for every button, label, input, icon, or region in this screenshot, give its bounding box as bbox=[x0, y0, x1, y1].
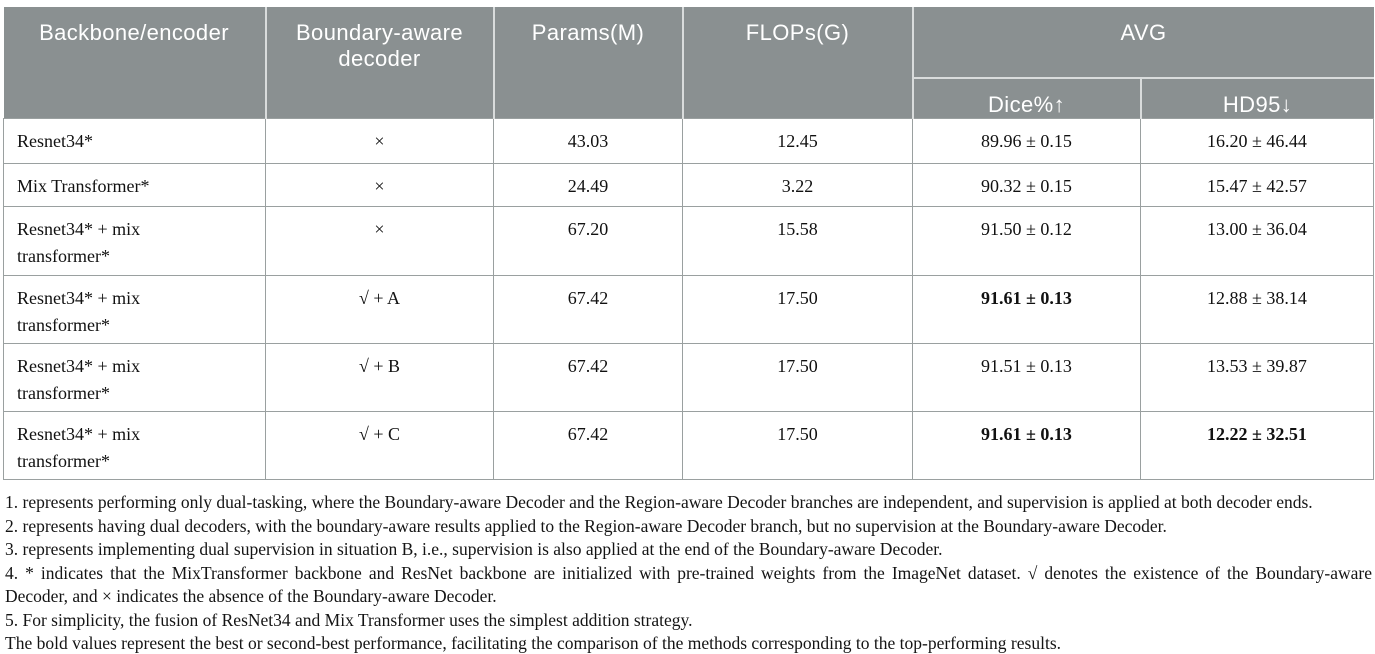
table-row: Mix Transformer* × 24.49 3.22 90.32 ± 0.… bbox=[3, 163, 1374, 207]
cell-params: 67.20 bbox=[493, 206, 683, 276]
ablation-table: Backbone/encoder Boundary-aware decoder … bbox=[3, 7, 1374, 480]
table-row: Resnet34* + mix transformer* √ + C 67.42… bbox=[3, 411, 1374, 480]
cell-decoder: × bbox=[265, 206, 494, 276]
table-footnotes: 1. represents performing only dual-taski… bbox=[5, 491, 1372, 654]
cell-hd95: 13.53 ± 39.87 bbox=[1140, 343, 1374, 412]
cell-flops: 15.58 bbox=[682, 206, 913, 276]
cell-flops: 17.50 bbox=[682, 343, 913, 412]
col-header-hd95: HD95↓ bbox=[1140, 78, 1374, 119]
cell-dice: 91.61 ± 0.13 bbox=[912, 275, 1141, 344]
cell-hd95: 12.22 ± 32.51 bbox=[1140, 411, 1374, 480]
cell-hd95: 15.47 ± 42.57 bbox=[1140, 163, 1374, 207]
cell-backbone: Mix Transformer* bbox=[3, 163, 266, 207]
col-header-dice: Dice%↑ bbox=[912, 78, 1142, 119]
cell-dice: 91.51 ± 0.13 bbox=[912, 343, 1141, 412]
col-header-boundary-decoder: Boundary-aware decoder bbox=[265, 7, 495, 119]
cell-hd95: 13.00 ± 36.04 bbox=[1140, 206, 1374, 276]
cell-flops: 3.22 bbox=[682, 163, 913, 207]
cell-params: 24.49 bbox=[493, 163, 683, 207]
cell-params: 67.42 bbox=[493, 275, 683, 344]
footnote: 5. For simplicity, the fusion of ResNet3… bbox=[5, 609, 693, 630]
cell-flops: 17.50 bbox=[682, 411, 913, 480]
footnote: 4. * indicates that the MixTransformer b… bbox=[5, 562, 1372, 607]
footnote: 2. represents having dual decoders, with… bbox=[5, 515, 1167, 536]
cell-flops: 17.50 bbox=[682, 275, 913, 344]
cell-decoder: × bbox=[265, 118, 494, 164]
cell-backbone: Resnet34* + mix transformer* bbox=[3, 343, 266, 412]
footnote: 3. represents implementing dual supervis… bbox=[5, 539, 943, 559]
cell-decoder: √ + C bbox=[265, 411, 494, 480]
cell-backbone: Resnet34* + mix transformer* bbox=[3, 275, 266, 344]
cell-params: 43.03 bbox=[493, 118, 683, 164]
cell-hd95: 16.20 ± 46.44 bbox=[1140, 118, 1374, 164]
cell-flops: 12.45 bbox=[682, 118, 913, 164]
table-body: Resnet34* × 43.03 12.45 89.96 ± 0.15 16.… bbox=[3, 118, 1374, 480]
table-row: Resnet34* + mix transformer* × 67.20 15.… bbox=[3, 206, 1374, 276]
table-row: Resnet34* + mix transformer* √ + A 67.42… bbox=[3, 275, 1374, 344]
cell-dice: 91.50 ± 0.12 bbox=[912, 206, 1141, 276]
col-header-avg: AVG bbox=[912, 7, 1374, 79]
cell-params: 67.42 bbox=[493, 411, 683, 480]
footnote: The bold values represent the best or se… bbox=[5, 633, 1061, 653]
cell-hd95: 12.88 ± 38.14 bbox=[1140, 275, 1374, 344]
cell-backbone: Resnet34* + mix transformer* bbox=[3, 411, 266, 480]
cell-decoder: × bbox=[265, 163, 494, 207]
table-row: Resnet34* × 43.03 12.45 89.96 ± 0.15 16.… bbox=[3, 118, 1374, 164]
col-header-backbone: Backbone/encoder bbox=[3, 7, 267, 119]
col-header-flops: FLOPs(G) bbox=[682, 7, 914, 119]
cell-backbone: Resnet34* bbox=[3, 118, 266, 164]
cell-dice: 90.32 ± 0.15 bbox=[912, 163, 1141, 207]
cell-params: 67.42 bbox=[493, 343, 683, 412]
col-header-params: Params(M) bbox=[493, 7, 684, 119]
cell-decoder: √ + B bbox=[265, 343, 494, 412]
table-header: Backbone/encoder Boundary-aware decoder … bbox=[3, 7, 1374, 119]
cell-dice: 89.96 ± 0.15 bbox=[912, 118, 1141, 164]
footnote: 1. represents performing only dual-taski… bbox=[5, 492, 1313, 512]
cell-decoder: √ + A bbox=[265, 275, 494, 344]
cell-dice: 91.61 ± 0.13 bbox=[912, 411, 1141, 480]
cell-backbone: Resnet34* + mix transformer* bbox=[3, 206, 266, 276]
table-row: Resnet34* + mix transformer* √ + B 67.42… bbox=[3, 343, 1374, 412]
